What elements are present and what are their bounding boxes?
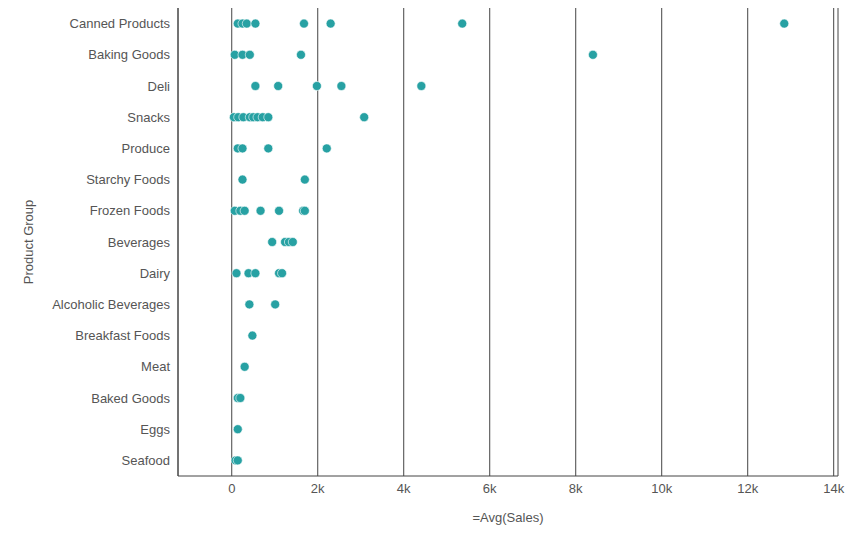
svg-text:Seafood: Seafood	[122, 453, 170, 468]
svg-text:Starchy Foods: Starchy Foods	[86, 172, 170, 187]
svg-text:14k: 14k	[823, 481, 844, 496]
svg-text:Produce: Produce	[122, 141, 170, 156]
svg-text:Meat: Meat	[141, 359, 170, 374]
svg-text:Product Group: Product Group	[21, 200, 36, 285]
svg-text:10k: 10k	[651, 481, 672, 496]
svg-text:Alcoholic Beverages: Alcoholic Beverages	[52, 297, 170, 312]
svg-text:Frozen Foods: Frozen Foods	[90, 203, 171, 218]
svg-text:Canned Products: Canned Products	[70, 16, 171, 31]
svg-text:12k: 12k	[737, 481, 758, 496]
svg-text:Baked Goods: Baked Goods	[91, 391, 170, 406]
svg-text:Snacks: Snacks	[127, 110, 170, 125]
svg-text:Eggs: Eggs	[140, 422, 170, 437]
svg-text:Baking Goods: Baking Goods	[88, 47, 170, 62]
svg-text:8k: 8k	[569, 481, 583, 496]
svg-text:Deli: Deli	[148, 79, 171, 94]
svg-text:4k: 4k	[397, 481, 411, 496]
svg-text:=Avg(Sales): =Avg(Sales)	[473, 510, 544, 525]
svg-text:Dairy: Dairy	[140, 266, 171, 281]
svg-text:2k: 2k	[311, 481, 325, 496]
svg-text:Beverages: Beverages	[108, 235, 171, 250]
svg-text:0: 0	[228, 481, 235, 496]
svg-text:Breakfast Foods: Breakfast Foods	[75, 328, 170, 343]
svg-text:6k: 6k	[483, 481, 497, 496]
